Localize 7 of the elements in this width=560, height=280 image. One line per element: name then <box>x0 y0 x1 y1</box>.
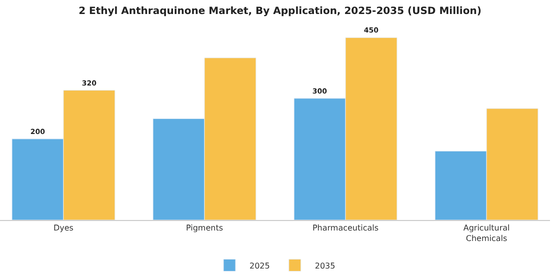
legend-label: 2035 <box>314 261 336 270</box>
legend-label: 2025 <box>250 261 270 270</box>
x-tick-label: Pigments <box>186 224 224 233</box>
chart-title: 2 Ethyl Anthraquinone Market, By Application, 2025-2035 (USD Million) <box>78 6 482 17</box>
x-tick-label: Agricultural Chemicals <box>463 224 510 243</box>
x-tick-label: Pharmaceuticals <box>312 224 379 233</box>
x-tick-label: Dyes <box>53 224 74 233</box>
